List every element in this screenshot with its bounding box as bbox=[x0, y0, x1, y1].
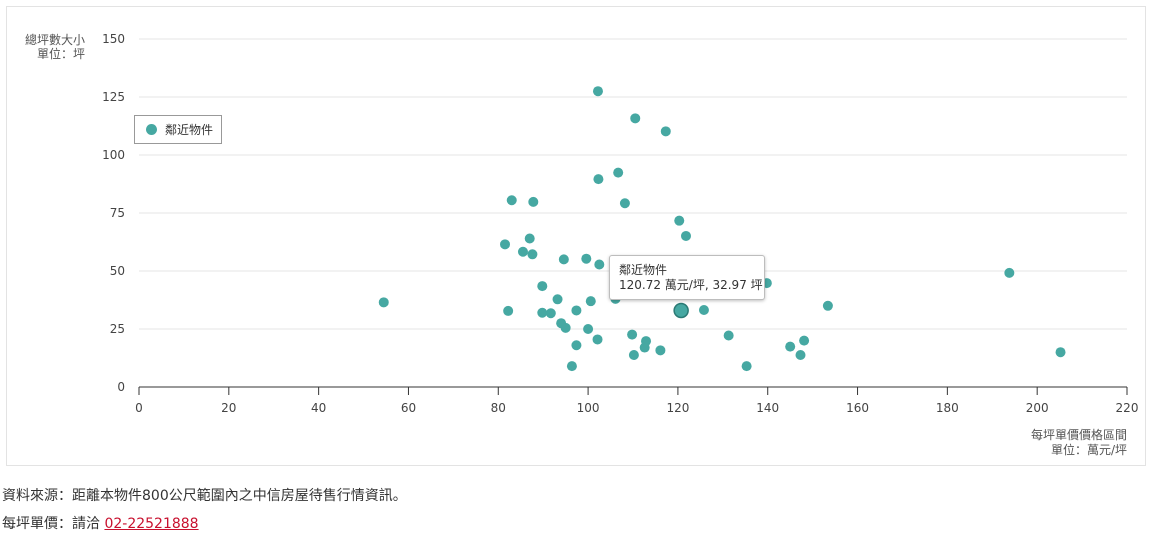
data-point bbox=[378, 297, 389, 308]
data-point bbox=[537, 307, 548, 318]
data-point bbox=[619, 198, 630, 209]
data-point bbox=[660, 126, 671, 137]
x-tick-label: 220 bbox=[1116, 401, 1139, 415]
x-tick-label: 120 bbox=[666, 401, 689, 415]
data-point bbox=[594, 259, 605, 270]
tooltip-title: 鄰近物件 bbox=[619, 263, 668, 277]
data-point bbox=[583, 324, 594, 334]
data-point bbox=[500, 239, 511, 250]
x-tick-label: 160 bbox=[846, 401, 869, 415]
data-point bbox=[527, 249, 538, 260]
data-point bbox=[680, 230, 691, 241]
data-point bbox=[571, 305, 582, 316]
highlighted-data-point bbox=[673, 302, 689, 319]
data-point bbox=[785, 341, 796, 352]
y-tick-label: 125 bbox=[102, 90, 125, 104]
data-point bbox=[506, 195, 517, 206]
price-inquiry-note: 每坪單價：請洽 02-22521888 bbox=[2, 513, 199, 533]
x-tick-label: 140 bbox=[756, 401, 779, 415]
price-inquiry-label: 每坪單價：請洽 bbox=[2, 516, 105, 532]
scatter-chart: 0 25 50 75 100 125 150 0 20 40 60 80 100 120 140 160 180… bbox=[102, 32, 1139, 415]
data-point bbox=[698, 304, 709, 315]
y-axis-title: 總坪數大小 單位：坪 bbox=[19, 33, 85, 61]
y-tick-label: 50 bbox=[110, 264, 125, 278]
data-point bbox=[641, 336, 652, 347]
legend-marker-icon bbox=[146, 124, 157, 135]
chart-tooltip: 鄰近物件 120.72 萬元/坪, 32.97 坪 bbox=[609, 255, 765, 300]
data-point bbox=[628, 349, 639, 360]
x-tick-label: 0 bbox=[135, 401, 143, 415]
data-point bbox=[741, 361, 752, 372]
data-point bbox=[503, 305, 514, 316]
y-axis-title-line1: 總坪數大小 bbox=[24, 33, 85, 47]
y-tick-label: 75 bbox=[110, 206, 125, 220]
data-point bbox=[581, 253, 592, 264]
x-axis-title-line2: 單位：萬元/坪 bbox=[1050, 443, 1127, 457]
x-tick-label: 20 bbox=[221, 401, 236, 415]
data-point bbox=[799, 335, 810, 346]
y-tick-label: 25 bbox=[110, 322, 125, 336]
chart-legend[interactable]: 鄰近物件 bbox=[134, 115, 222, 144]
y-tick-label: 100 bbox=[102, 148, 125, 162]
x-tick-label: 100 bbox=[577, 401, 600, 415]
data-point bbox=[552, 294, 563, 305]
y-tick-label: 150 bbox=[102, 32, 125, 46]
data-point bbox=[524, 233, 535, 244]
phone-link[interactable]: 02-22521888 bbox=[104, 516, 199, 532]
data-point bbox=[593, 174, 604, 185]
data-point bbox=[627, 329, 638, 340]
legend-label: 鄰近物件 bbox=[165, 123, 214, 137]
data-point bbox=[630, 113, 641, 124]
data-point bbox=[1055, 347, 1066, 358]
data-point bbox=[558, 254, 569, 265]
x-axis-title: 每坪單價價格區間 單位：萬元/坪 bbox=[1031, 428, 1127, 458]
data-point bbox=[517, 246, 528, 257]
data-point bbox=[613, 167, 624, 178]
data-point bbox=[571, 340, 582, 351]
data-point bbox=[585, 296, 596, 307]
x-tick-label: 40 bbox=[311, 401, 326, 415]
data-point bbox=[528, 196, 539, 207]
data-point bbox=[560, 322, 571, 333]
data-point bbox=[566, 361, 577, 372]
x-tick-label: 200 bbox=[1026, 401, 1049, 415]
data-point bbox=[795, 349, 806, 360]
data-source-note: 資料來源：距離本物件800公尺範圍內之中信房屋待售行情資訊。 bbox=[2, 488, 407, 504]
data-point bbox=[723, 330, 734, 341]
tooltip-value: 120.72 萬元/坪, 32.97 坪 bbox=[619, 278, 763, 292]
x-tick-label: 60 bbox=[401, 401, 416, 415]
chart-container: 0 25 50 75 100 125 150 0 20 40 60 80 100 120 140 160 180… bbox=[6, 6, 1146, 466]
y-tick-label: 0 bbox=[117, 380, 125, 394]
data-point bbox=[545, 308, 556, 319]
data-point bbox=[537, 281, 548, 292]
x-axis-title-line1: 每坪單價價格區間 bbox=[1030, 428, 1127, 442]
x-tick-label: 180 bbox=[936, 401, 959, 415]
data-point bbox=[674, 215, 685, 226]
y-axis-title-line2: 單位：坪 bbox=[36, 47, 85, 61]
data-point bbox=[592, 86, 603, 97]
data-point bbox=[592, 334, 603, 345]
data-point bbox=[1004, 267, 1015, 278]
data-point bbox=[655, 345, 666, 356]
data-point bbox=[822, 300, 833, 311]
x-tick-label: 80 bbox=[491, 401, 506, 415]
